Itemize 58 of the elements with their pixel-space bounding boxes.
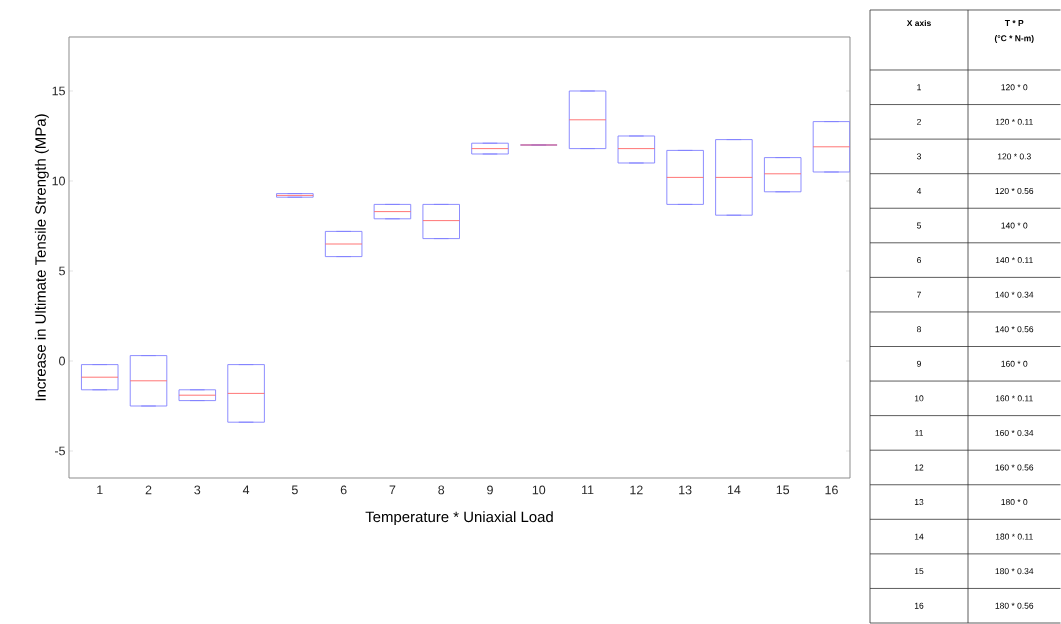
- text: 140 * 0: [1001, 222, 1028, 229]
- text: 140 * 0.34: [995, 291, 1034, 298]
- text: 160 * 0.11: [995, 395, 1033, 402]
- text: 140 * 0.56: [995, 326, 1034, 333]
- text: 9: [917, 360, 921, 367]
- text: T * P: [1004, 20, 1024, 26]
- x-tick-label: 12: [630, 485, 643, 495]
- y-tick-label: 10: [52, 176, 65, 186]
- text: 3: [916, 153, 921, 160]
- text: 12: [914, 464, 924, 471]
- y-tick-label: 5: [59, 266, 65, 276]
- x-tick-label: 2: [145, 485, 152, 495]
- text: 1: [917, 84, 921, 91]
- x-tick-label: 3: [194, 485, 201, 495]
- x-tick-label: 7: [389, 485, 396, 495]
- x-axis-title: Temperature * Uniaxial Load: [365, 511, 553, 526]
- x-tick-label: 4: [242, 485, 250, 495]
- x-tick-label: 8: [438, 485, 445, 495]
- text: X axis: [906, 19, 931, 27]
- x-tick-label: 16: [825, 485, 838, 495]
- y-tick-label: -5: [54, 446, 65, 456]
- text: 180 * 0: [1001, 499, 1028, 506]
- x-tick-label: 9: [487, 485, 493, 495]
- text: 140 * 0.11: [995, 257, 1033, 264]
- x-tick-label: 6: [340, 485, 347, 495]
- text: 160 * 0.34: [995, 429, 1034, 436]
- y-tick-label: 0: [59, 356, 65, 366]
- x-tick-label: 14: [727, 485, 741, 495]
- text: 2: [917, 118, 921, 125]
- text: 7: [917, 291, 921, 298]
- text: 11: [915, 429, 923, 436]
- x-tick-label: 11: [582, 485, 594, 495]
- text: 15: [914, 568, 924, 575]
- x-tick-label: 5: [291, 485, 298, 495]
- text: 120 * 0: [1001, 84, 1028, 91]
- x-tick-label: 10: [532, 485, 546, 495]
- text: 8: [917, 326, 921, 333]
- x-tick-label: 1: [97, 485, 103, 495]
- text: 4: [916, 188, 922, 194]
- text: 6: [917, 257, 921, 264]
- text: 120 * 0.3: [997, 153, 1031, 160]
- text: 10: [914, 395, 924, 402]
- text: 120 * 0.11: [995, 118, 1033, 125]
- text: 160 * 0: [1001, 360, 1028, 367]
- x-tick-label: 15: [776, 485, 790, 495]
- text: (°C * N-m): [994, 35, 1034, 43]
- text: 14: [914, 533, 924, 540]
- text: 180 * 0.56: [995, 602, 1034, 609]
- y-axis-title: Increase in Ultimate Tensile Strength (MPa): [34, 114, 49, 401]
- y-tick-label: 15: [52, 86, 65, 96]
- text: 180 * 0.34: [995, 568, 1034, 575]
- text: 120 * 0.56: [995, 187, 1034, 194]
- text: 180 * 0.11: [995, 533, 1033, 540]
- text: 13: [914, 499, 924, 506]
- x-tick-label: 13: [679, 485, 692, 495]
- text: 160 * 0.56: [995, 464, 1034, 471]
- text: 16: [914, 602, 924, 609]
- text: 5: [917, 222, 922, 229]
